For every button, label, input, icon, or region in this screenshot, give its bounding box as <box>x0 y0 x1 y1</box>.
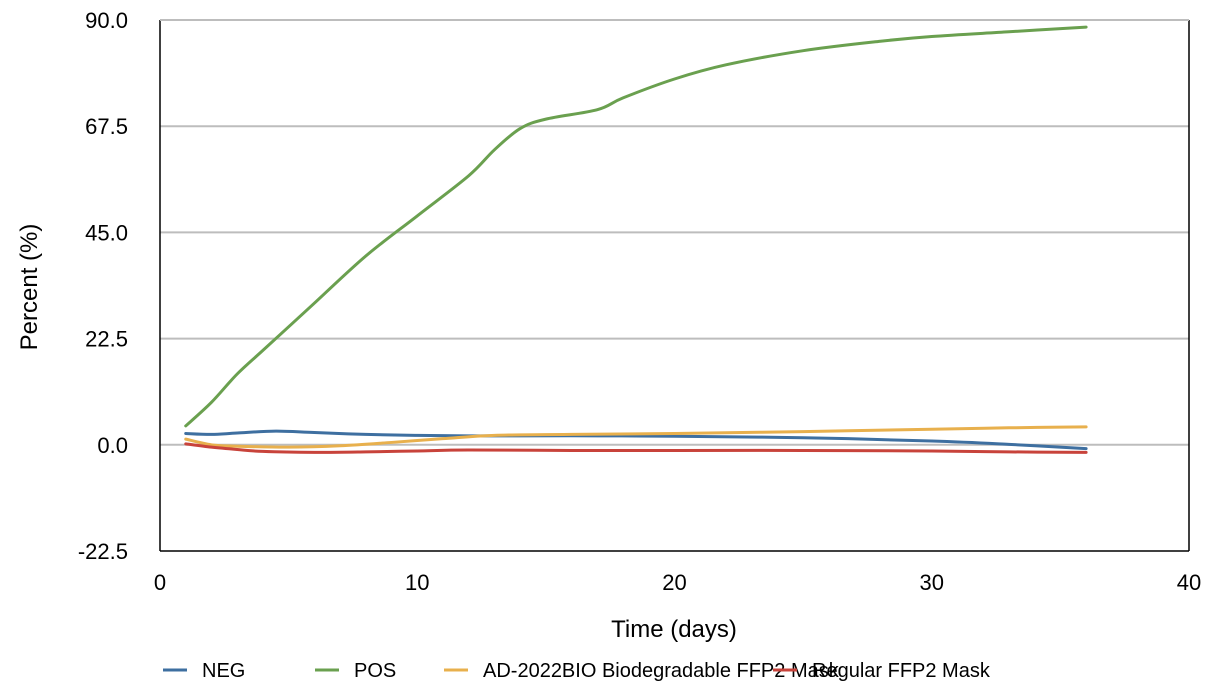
x-tick-label: 40 <box>1177 570 1201 595</box>
series-line-ad-2022bio-biodegradable-ffp2-mask <box>184 425 1088 449</box>
legend: NEG POS AD-2022BIO Biodegradable FFP2 Mask… <box>163 660 991 682</box>
y-tick-label: 0.0 <box>97 433 128 458</box>
y-tick-label: 90.0 <box>85 8 128 33</box>
legend-label: AD-2022BIO Biodegradable FFP2 Mask <box>483 660 840 682</box>
y-tick-label: 22.5 <box>85 327 128 352</box>
x-tick-label: 10 <box>405 570 429 595</box>
y-tick-label: 67.5 <box>85 114 128 139</box>
series-line-pos <box>184 25 1088 428</box>
legend-label: NEG <box>202 660 245 682</box>
x-axis-title: Time (days) <box>611 616 737 643</box>
x-tick-labels: 0 10 20 30 40 <box>154 570 1201 595</box>
legend-label: Regular FFP2 Mask <box>812 660 991 682</box>
series-lines <box>184 25 1088 454</box>
x-tick-label: 0 <box>154 570 166 595</box>
legend-label: POS <box>354 660 396 682</box>
x-tick-label: 30 <box>920 570 944 595</box>
y-tick-label: -22.5 <box>78 539 128 564</box>
gridlines <box>160 125 1189 446</box>
x-tick-label: 20 <box>662 570 686 595</box>
axes <box>159 19 1190 552</box>
y-axis-title: Percent (%) <box>16 224 43 351</box>
series-line-regular-ffp2-mask <box>184 442 1088 454</box>
y-tick-labels: -22.5 0.0 22.5 45.0 67.5 90.0 <box>78 8 128 564</box>
y-tick-label: 45.0 <box>85 220 128 245</box>
